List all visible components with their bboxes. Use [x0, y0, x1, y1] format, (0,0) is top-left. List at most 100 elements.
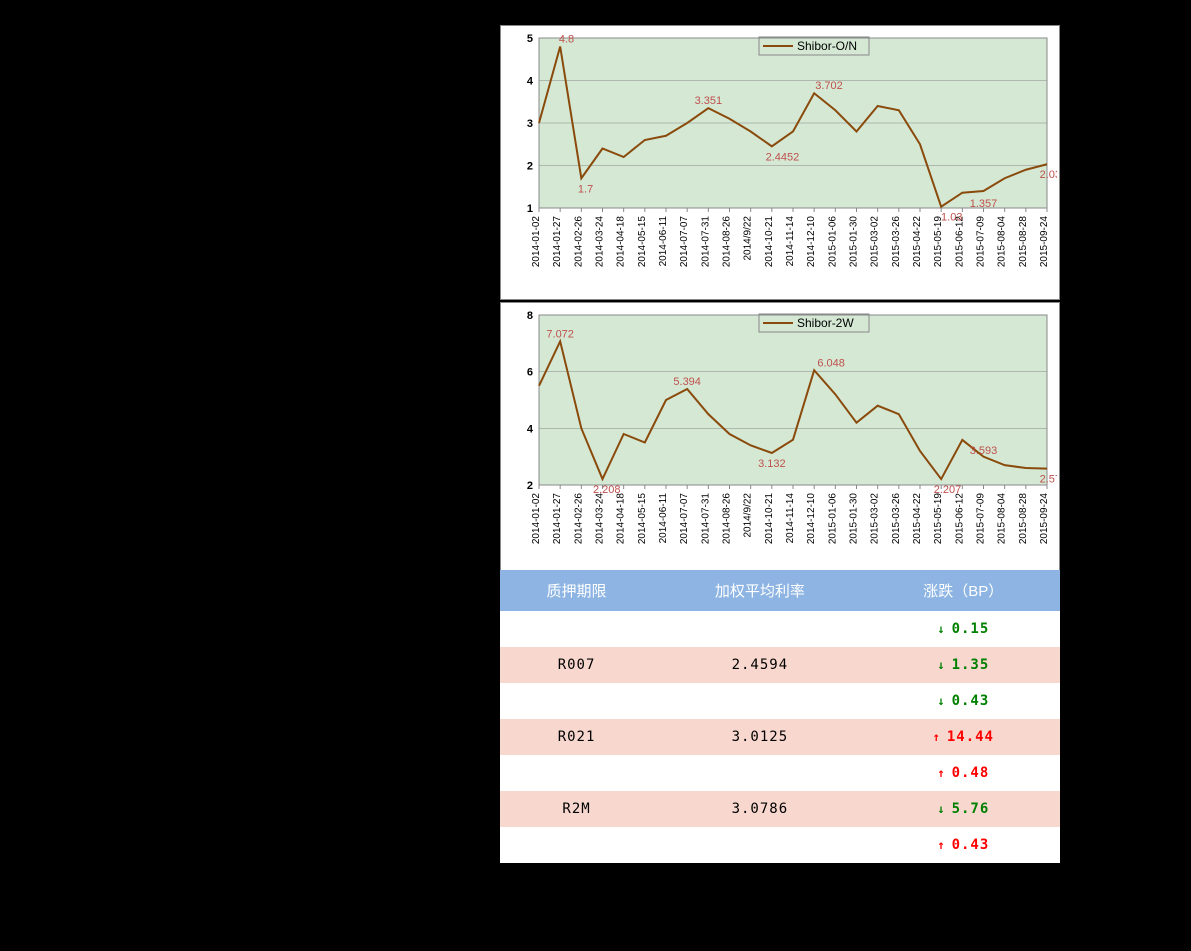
svg-text:2014-01-02: 2014-01-02 — [531, 493, 542, 545]
svg-text:2015-01-30: 2015-01-30 — [849, 493, 860, 545]
svg-text:3.351: 3.351 — [695, 95, 723, 107]
svg-text:2015-03-02: 2015-03-02 — [870, 216, 881, 268]
cell-rate: 3.1339 — [653, 827, 867, 863]
cell-change: ↓0.43 — [867, 683, 1060, 719]
table-row: R0142.8483↓0.43 — [500, 683, 1060, 719]
arrow-down-icon: ↓ — [937, 694, 945, 708]
svg-text:2014-01-27: 2014-01-27 — [552, 216, 563, 268]
svg-text:2015-05-19: 2015-05-19 — [933, 493, 944, 545]
svg-text:2015-03-02: 2015-03-02 — [870, 493, 881, 545]
svg-text:2015-08-28: 2015-08-28 — [1018, 493, 1029, 545]
cell-rate: 3.0125 — [653, 719, 867, 755]
table-row: R1M2.9717↑0.48 — [500, 755, 1060, 791]
cell-term: R001 — [500, 611, 653, 647]
svg-text:2014-02-26: 2014-02-26 — [573, 216, 584, 268]
svg-text:2014-05-15: 2014-05-15 — [637, 493, 648, 545]
svg-text:1.357: 1.357 — [970, 198, 998, 210]
cell-rate: 2.8483 — [653, 683, 867, 719]
svg-text:1.03: 1.03 — [941, 212, 962, 224]
svg-text:2.575: 2.575 — [1040, 474, 1057, 486]
svg-text:2014-07-07: 2014-07-07 — [679, 216, 690, 268]
cell-rate: 3.0786 — [653, 791, 867, 827]
svg-text:2015-07-09: 2015-07-09 — [976, 493, 987, 545]
svg-text:2015-09-24: 2015-09-24 — [1039, 493, 1050, 545]
arrow-up-icon: ↑ — [933, 730, 941, 744]
cell-rate: 1.9009 — [653, 611, 867, 647]
arrow-up-icon: ↑ — [937, 838, 945, 852]
svg-text:3.593: 3.593 — [970, 445, 998, 457]
col-change: 涨跌（BP） — [867, 570, 1060, 611]
svg-text:2014-01-02: 2014-01-02 — [531, 216, 542, 268]
svg-text:2014-02-26: 2014-02-26 — [573, 493, 584, 545]
svg-text:2014-10-21: 2014-10-21 — [764, 493, 775, 545]
chart-shibor-o-n: 123452014-01-022014-01-272014-02-262014-… — [500, 25, 1060, 300]
cell-change: ↑14.44 — [867, 719, 1060, 755]
svg-text:2014-11-14: 2014-11-14 — [785, 493, 796, 544]
svg-text:1.7: 1.7 — [578, 183, 593, 195]
cell-term: R1M — [500, 755, 653, 791]
svg-text:3: 3 — [527, 118, 533, 130]
arrow-up-icon: ↑ — [937, 766, 945, 780]
table-body: R0011.9009↓0.15R0072.4594↓1.35R0142.8483… — [500, 611, 1060, 863]
svg-text:2014/9/22: 2014/9/22 — [743, 216, 754, 261]
col-term: 质押期限 — [500, 570, 653, 611]
cell-term: R2M — [500, 791, 653, 827]
svg-text:2.208: 2.208 — [593, 484, 621, 496]
svg-text:2: 2 — [527, 480, 533, 492]
svg-text:2014-07-31: 2014-07-31 — [700, 493, 711, 545]
table-row: R0072.4594↓1.35 — [500, 647, 1060, 683]
cell-change: ↓5.76 — [867, 791, 1060, 827]
svg-text:2015-08-04: 2015-08-04 — [997, 216, 1008, 268]
svg-text:4: 4 — [527, 423, 534, 435]
svg-text:2014-03-24: 2014-03-24 — [595, 493, 606, 545]
svg-text:2015-04-22: 2015-04-22 — [912, 216, 923, 268]
svg-text:7.072: 7.072 — [546, 328, 574, 340]
svg-text:2015-03-26: 2015-03-26 — [891, 216, 902, 268]
svg-text:6: 6 — [527, 367, 533, 379]
svg-text:2.031: 2.031 — [1040, 169, 1057, 181]
cell-change: ↑0.48 — [867, 755, 1060, 791]
arrow-down-icon: ↓ — [937, 658, 945, 672]
table-row: R2M3.0786↓5.76 — [500, 791, 1060, 827]
svg-text:2014-07-31: 2014-07-31 — [700, 216, 711, 268]
svg-text:Shibor-O/N: Shibor-O/N — [797, 39, 857, 53]
svg-text:2014-08-26: 2014-08-26 — [722, 493, 733, 545]
svg-text:2014-12-10: 2014-12-10 — [806, 493, 817, 545]
svg-text:2.4452: 2.4452 — [766, 152, 800, 164]
svg-text:3.132: 3.132 — [758, 458, 786, 470]
charts-panel: 123452014-01-022014-01-272014-02-262014-… — [500, 25, 1060, 577]
svg-text:2014/9/22: 2014/9/22 — [743, 493, 754, 538]
cell-term: R014 — [500, 683, 653, 719]
svg-text:2014-06-11: 2014-06-11 — [658, 493, 669, 544]
svg-text:2014-05-15: 2014-05-15 — [637, 216, 648, 268]
svg-text:2015-07-09: 2015-07-09 — [976, 216, 987, 268]
svg-text:2014-08-26: 2014-08-26 — [722, 216, 733, 268]
svg-text:2014-06-11: 2014-06-11 — [658, 216, 669, 267]
svg-text:4.8: 4.8 — [559, 34, 574, 46]
repo-rate-table: 质押期限 加权平均利率 涨跌（BP） R0011.9009↓0.15R0072.… — [500, 570, 1060, 863]
table-header: 质押期限 加权平均利率 涨跌（BP） — [500, 570, 1060, 611]
svg-text:8: 8 — [527, 310, 533, 322]
table-row: R3M3.1339↑0.43 — [500, 827, 1060, 863]
svg-text:Shibor-2W: Shibor-2W — [797, 316, 854, 330]
svg-text:2: 2 — [527, 161, 533, 173]
svg-text:2014-07-07: 2014-07-07 — [679, 493, 690, 545]
svg-text:3.702: 3.702 — [815, 80, 843, 92]
svg-text:2014-04-18: 2014-04-18 — [616, 493, 627, 545]
svg-text:2014-11-14: 2014-11-14 — [785, 216, 796, 267]
svg-text:5.394: 5.394 — [673, 376, 701, 388]
svg-text:2015-01-06: 2015-01-06 — [827, 216, 838, 268]
svg-text:2015-01-30: 2015-01-30 — [849, 216, 860, 268]
svg-text:2014-03-24: 2014-03-24 — [595, 216, 606, 268]
svg-text:2014-10-21: 2014-10-21 — [764, 216, 775, 268]
chart-shibor-2w: 24682014-01-022014-01-272014-02-262014-0… — [500, 302, 1060, 577]
svg-text:2015-09-24: 2015-09-24 — [1039, 216, 1050, 268]
svg-text:2015-01-06: 2015-01-06 — [827, 493, 838, 545]
svg-text:2014-12-10: 2014-12-10 — [806, 216, 817, 268]
cell-change: ↓1.35 — [867, 647, 1060, 683]
svg-text:2015-06-12: 2015-06-12 — [954, 493, 965, 545]
svg-text:2015-08-28: 2015-08-28 — [1018, 216, 1029, 268]
table-row: R0011.9009↓0.15 — [500, 611, 1060, 647]
svg-text:2015-03-26: 2015-03-26 — [891, 493, 902, 545]
svg-text:4: 4 — [527, 76, 534, 88]
